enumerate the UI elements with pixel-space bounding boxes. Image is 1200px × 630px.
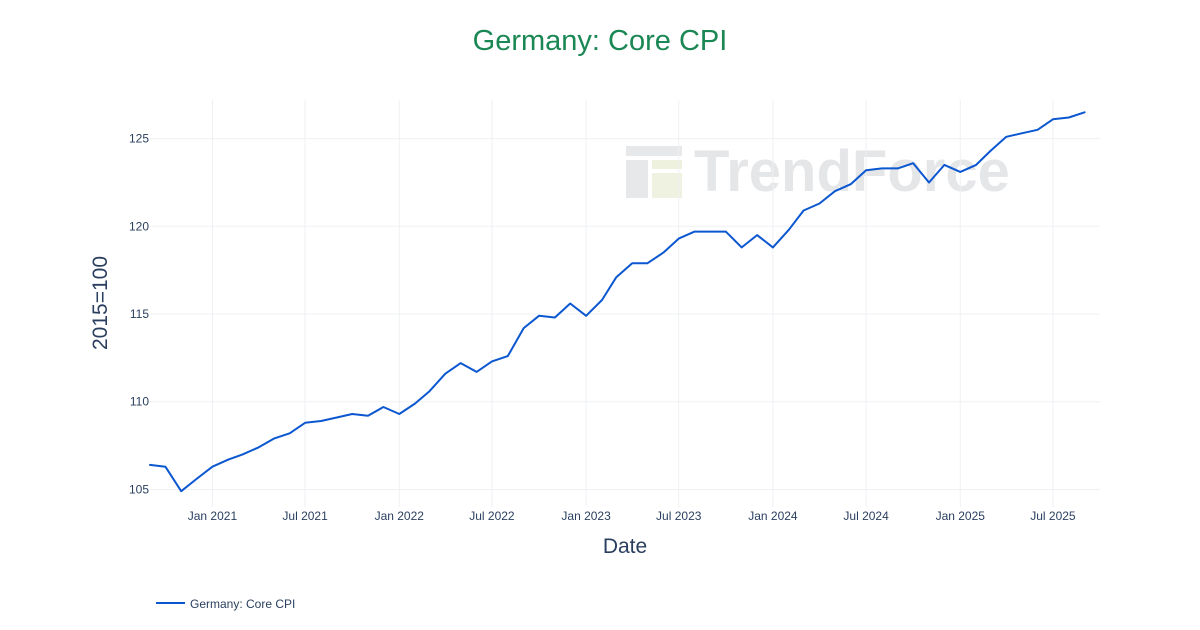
x-tick-label: Jul 2023 bbox=[656, 509, 702, 523]
x-axis-ticks: Jan 2021 Jul 2021 Jan 2022 Jul 2022 Jan 2023… bbox=[188, 509, 1076, 523]
legend[interactable]: Germany: Core CPI bbox=[156, 597, 295, 611]
grid bbox=[150, 100, 1100, 507]
y-tick-label: 120 bbox=[129, 219, 149, 233]
y-axis-title: 2015=100 bbox=[89, 256, 112, 350]
chart-title: Germany: Core CPI bbox=[473, 25, 728, 57]
x-tick-label: Jan 2021 bbox=[188, 509, 238, 523]
x-tick-label: Jul 2021 bbox=[282, 509, 328, 523]
x-axis-title: Date bbox=[603, 535, 647, 558]
x-tick-label: Jan 2023 bbox=[561, 509, 611, 523]
x-tick-label: Jul 2025 bbox=[1030, 509, 1076, 523]
x-tick-label: Jan 2022 bbox=[375, 509, 425, 523]
y-tick-label: 105 bbox=[129, 482, 149, 496]
trendforce-logo-icon bbox=[626, 146, 682, 198]
series-layer bbox=[149, 111, 1086, 493]
x-tick-label: Jul 2024 bbox=[843, 509, 889, 523]
y-tick-label: 115 bbox=[130, 307, 149, 321]
y-tick-label: 125 bbox=[129, 132, 149, 146]
legend-label: Germany: Core CPI bbox=[190, 597, 295, 611]
watermark: TrendForce bbox=[626, 139, 1010, 204]
x-tick-label: Jul 2022 bbox=[469, 509, 515, 523]
series-line-0[interactable] bbox=[149, 111, 1086, 493]
y-tick-label: 110 bbox=[130, 395, 149, 409]
x-tick-label: Jan 2024 bbox=[748, 509, 798, 523]
y-axis-ticks: 105 110 115 120 125 bbox=[129, 132, 149, 497]
x-tick-label: Jan 2025 bbox=[936, 509, 986, 523]
